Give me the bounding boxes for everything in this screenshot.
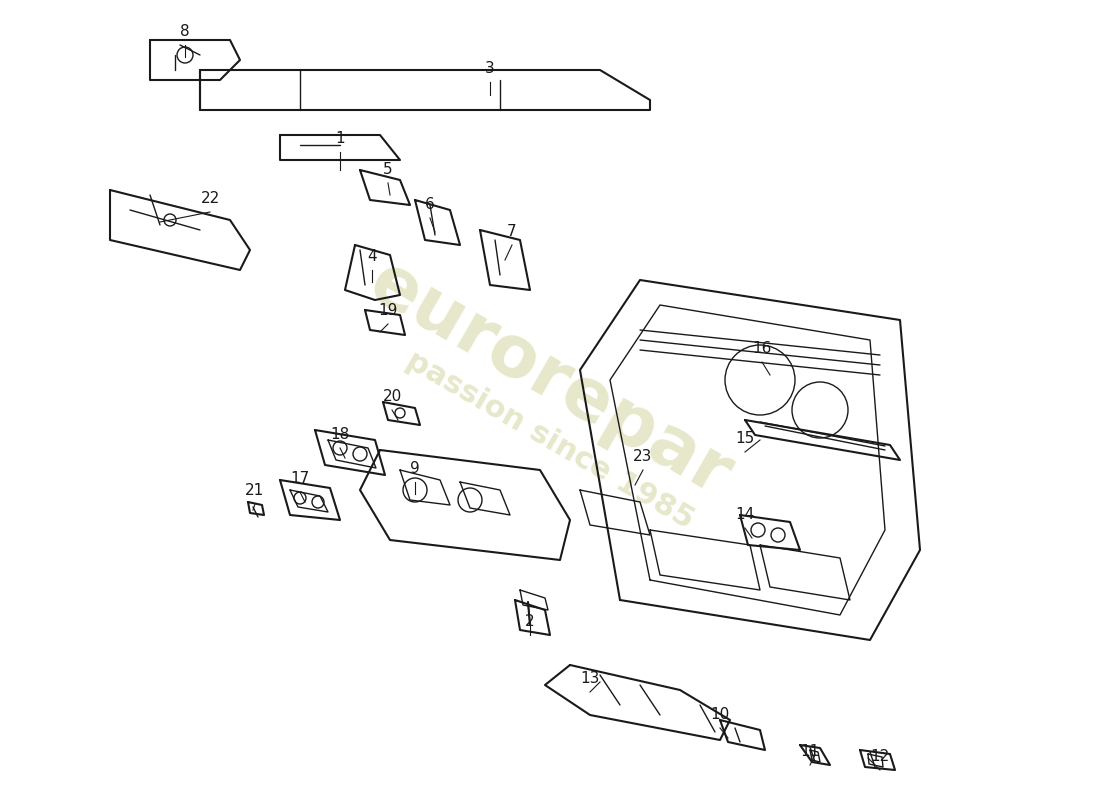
Text: 1: 1: [336, 131, 344, 146]
Text: 20: 20: [383, 389, 402, 404]
Text: 4: 4: [367, 249, 377, 264]
Text: 15: 15: [736, 431, 755, 446]
Text: 19: 19: [378, 303, 398, 318]
Text: 10: 10: [711, 707, 729, 722]
Text: 16: 16: [752, 341, 772, 356]
Text: 2: 2: [525, 614, 535, 629]
Text: 11: 11: [801, 744, 820, 759]
Text: 9: 9: [410, 461, 420, 476]
Text: 13: 13: [581, 671, 600, 686]
Text: 23: 23: [634, 449, 652, 464]
Text: 21: 21: [245, 483, 265, 498]
Text: passion since 1985: passion since 1985: [402, 346, 698, 534]
Text: 7: 7: [507, 224, 517, 239]
Text: 17: 17: [290, 471, 309, 486]
Text: 8: 8: [180, 24, 190, 39]
Text: 5: 5: [383, 162, 393, 177]
Text: 22: 22: [200, 191, 220, 206]
Text: 18: 18: [330, 427, 350, 442]
Text: 6: 6: [425, 197, 435, 212]
Text: 3: 3: [485, 61, 495, 76]
Text: 12: 12: [870, 749, 890, 764]
Text: 14: 14: [736, 507, 755, 522]
Text: eurorepar: eurorepar: [356, 249, 744, 511]
